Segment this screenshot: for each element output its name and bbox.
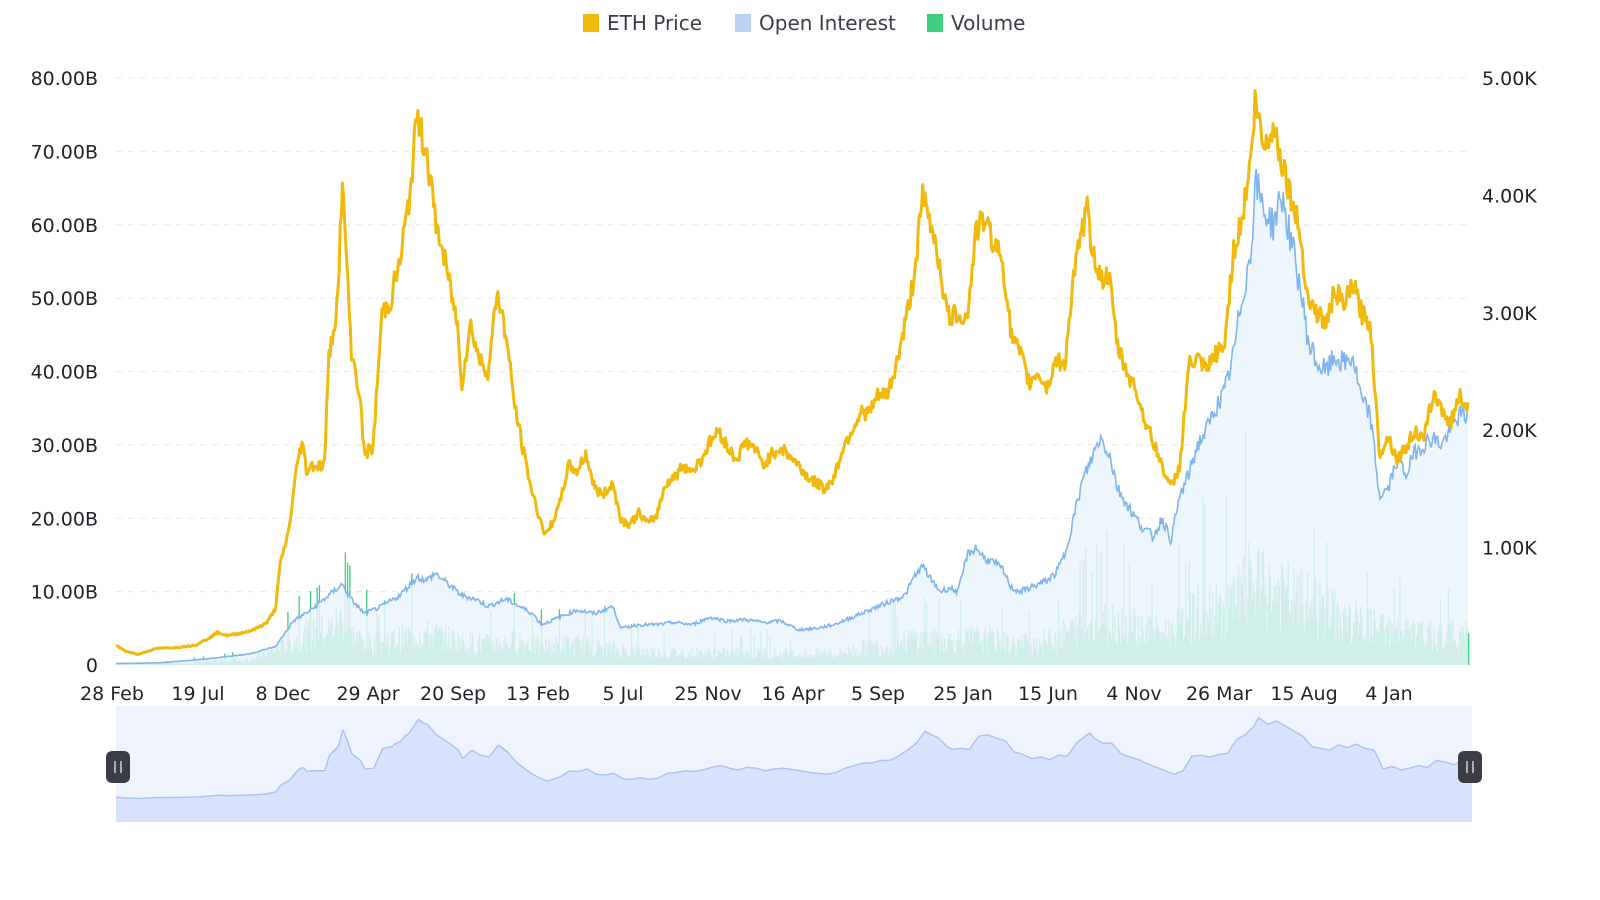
legend-label: ETH Price: [607, 11, 702, 35]
plot-area: [115, 89, 1470, 666]
grip-handle-body[interactable]: [106, 751, 130, 783]
x-tick-label: 25 Jan: [933, 683, 993, 705]
square-swatch-icon: [583, 14, 599, 32]
y-left-tick-label: 20.00B: [31, 508, 98, 530]
gridlines: [116, 77, 1468, 593]
square-swatch-icon: [927, 14, 943, 32]
square-swatch-icon: [735, 14, 751, 32]
y-axis-left: 0 10.00B 20.00B 30.00B 40.00B 50.00B 60.00B 70.…: [31, 68, 98, 677]
y-right-tick-label: 2.00K: [1482, 420, 1537, 442]
open-interest-line: [115, 169, 1469, 665]
y-right-tick-label: 4.00K: [1482, 185, 1537, 207]
x-axis: 28 Feb 19 Jul 8 Dec 29 Apr 20 Sep 13 Feb 5 Jul…: [80, 683, 1413, 705]
grip-handle-body[interactable]: [1458, 751, 1482, 783]
x-tick-label: 20 Sep: [420, 683, 486, 705]
navigator-line: [115, 716, 1473, 800]
range-navigator[interactable]: [106, 706, 1482, 822]
x-tick-label: 15 Jun: [1018, 683, 1078, 705]
y-right-tick-label: 1.00K: [1482, 538, 1537, 560]
x-tick-label: 4 Nov: [1106, 683, 1161, 705]
y-right-tick-label: 3.00K: [1482, 303, 1537, 325]
y-left-tick-label: 30.00B: [31, 435, 98, 457]
y-left-tick-label: 70.00B: [31, 141, 98, 163]
legend-label: Open Interest: [759, 11, 896, 35]
x-tick-label: 28 Feb: [80, 683, 144, 705]
x-tick-label: 4 Jan: [1365, 683, 1412, 705]
legend-item-volume[interactable]: Volume: [927, 11, 1025, 35]
y-left-tick-label: 80.00B: [31, 68, 98, 90]
legend[interactable]: ETH Price Open Interest Volume: [583, 11, 1025, 35]
x-tick-label: 26 Mar: [1186, 683, 1252, 705]
y-left-tick-label: 40.00B: [31, 362, 98, 384]
legend-label: Volume: [951, 11, 1025, 35]
x-tick-label: 19 Jul: [171, 683, 224, 705]
y-left-tick-label: 60.00B: [31, 215, 98, 237]
y-left-tick-label: 50.00B: [31, 288, 98, 310]
volume-bar: [1468, 633, 1470, 665]
grip-handle-left-icon[interactable]: [106, 751, 130, 783]
x-tick-label: 29 Apr: [336, 683, 399, 705]
eth-price-line: [115, 89, 1470, 656]
open-interest-area: [116, 169, 1468, 666]
x-tick-label: 5 Sep: [851, 683, 905, 705]
legend-item-open-interest[interactable]: Open Interest: [735, 11, 896, 35]
grip-handle-right-icon[interactable]: [1458, 751, 1482, 783]
y-left-tick-label: 0: [86, 655, 98, 677]
x-tick-label: 16 Apr: [761, 683, 824, 705]
y-left-tick-label: 10.00B: [31, 582, 98, 604]
x-tick-label: 8 Dec: [256, 683, 311, 705]
y-right-tick-label: 5.00K: [1482, 68, 1537, 90]
x-tick-label: 25 Nov: [674, 683, 741, 705]
x-tick-label: 13 Feb: [506, 683, 570, 705]
x-tick-label: 5 Jul: [602, 683, 643, 705]
legend-item-eth-price[interactable]: ETH Price: [583, 11, 702, 35]
x-tick-label: 15 Aug: [1270, 683, 1337, 705]
y-axis-right: 1.00K 2.00K 3.00K 4.00K 5.00K: [1482, 68, 1537, 560]
